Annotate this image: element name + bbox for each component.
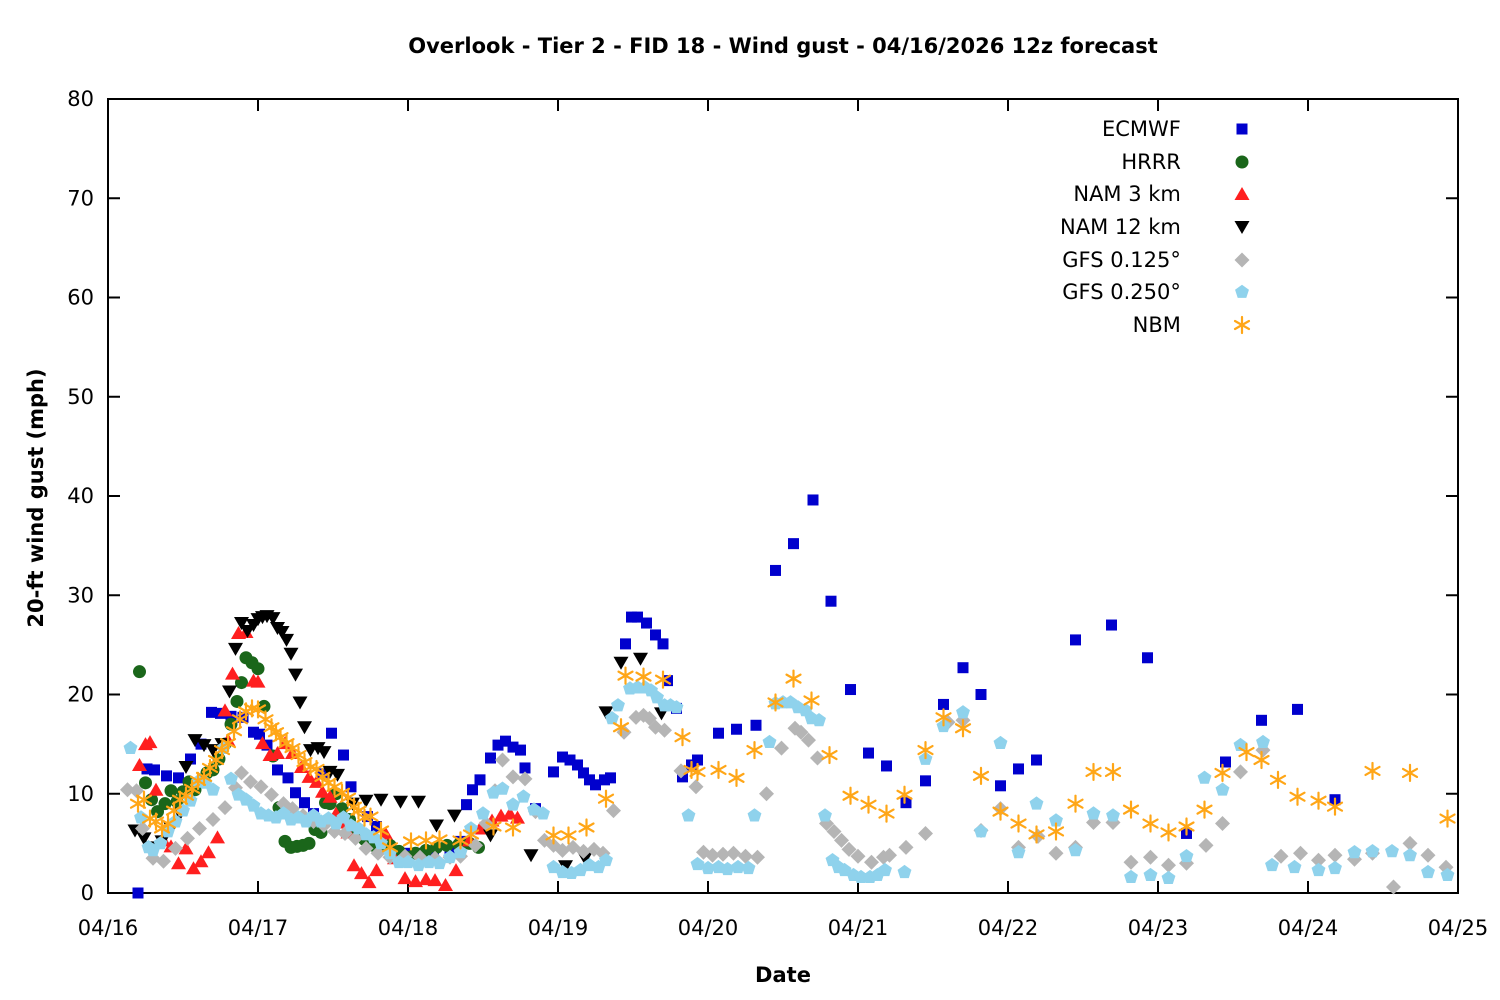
svg-text:30: 30 <box>67 583 94 607</box>
diamond-marker-icon <box>1234 252 1250 268</box>
svg-text:70: 70 <box>67 186 94 210</box>
triangle-down-marker-icon <box>1234 221 1250 235</box>
legend-label: GFS 0.250° <box>1062 280 1181 305</box>
series-nam-12-km <box>127 610 669 874</box>
legend-label: HRRR <box>1121 149 1181 174</box>
svg-text:04/17: 04/17 <box>228 916 289 940</box>
svg-text:04/20: 04/20 <box>678 916 739 940</box>
series-gfs-0-250- <box>123 680 1455 885</box>
svg-text:04/16: 04/16 <box>78 916 139 940</box>
legend-label: NBM <box>1132 312 1181 337</box>
svg-text:04/21: 04/21 <box>828 916 889 940</box>
x-axis-title: Date <box>755 963 811 987</box>
svg-text:80: 80 <box>67 87 94 111</box>
chart-title: Overlook - Tier 2 - FID 18 - Wind gust -… <box>408 34 1158 58</box>
svg-text:04/22: 04/22 <box>978 916 1039 940</box>
series-nbm <box>129 666 1456 857</box>
svg-text:20: 20 <box>67 683 94 707</box>
svg-text:04/19: 04/19 <box>528 916 589 940</box>
legend-label: GFS 0.125° <box>1062 247 1181 272</box>
svg-text:0: 0 <box>81 881 94 905</box>
series-ecmwf <box>132 494 1341 899</box>
svg-text:60: 60 <box>67 286 94 310</box>
svg-text:50: 50 <box>67 385 94 409</box>
svg-text:04/23: 04/23 <box>1128 916 1189 940</box>
pentagon-marker-icon <box>1234 284 1249 299</box>
svg-text:04/25: 04/25 <box>1428 916 1489 940</box>
asterisk-marker-icon <box>1233 315 1250 334</box>
legend-item-gfs0250: GFS 0.250° <box>1060 276 1277 309</box>
square-marker-icon <box>1236 123 1248 135</box>
legend-item-nam12km: NAM 12 km <box>1060 211 1277 244</box>
legend: ECMWF HRRR NAM 3 km NAM 12 km GFS 0.125°… <box>1060 113 1277 341</box>
legend-item-nam3km: NAM 3 km <box>1060 178 1277 211</box>
legend-item-nbm: NBM <box>1060 309 1277 342</box>
svg-text:40: 40 <box>67 484 94 508</box>
legend-item-gfs0125: GFS 0.125° <box>1060 243 1277 276</box>
svg-text:04/24: 04/24 <box>1278 916 1339 940</box>
legend-label: NAM 12 km <box>1060 215 1181 240</box>
svg-text:10: 10 <box>67 782 94 806</box>
svg-text:04/18: 04/18 <box>378 916 439 940</box>
legend-item-hrrr: HRRR <box>1060 146 1277 179</box>
legend-label: NAM 3 km <box>1073 182 1181 207</box>
triangle-up-marker-icon <box>1234 187 1250 201</box>
legend-item-ecmwf: ECMWF <box>1060 113 1277 146</box>
circle-marker-icon <box>1235 155 1249 169</box>
y-axis-title: 20-ft wind gust (mph) <box>24 368 48 628</box>
legend-label: ECMWF <box>1101 117 1181 142</box>
